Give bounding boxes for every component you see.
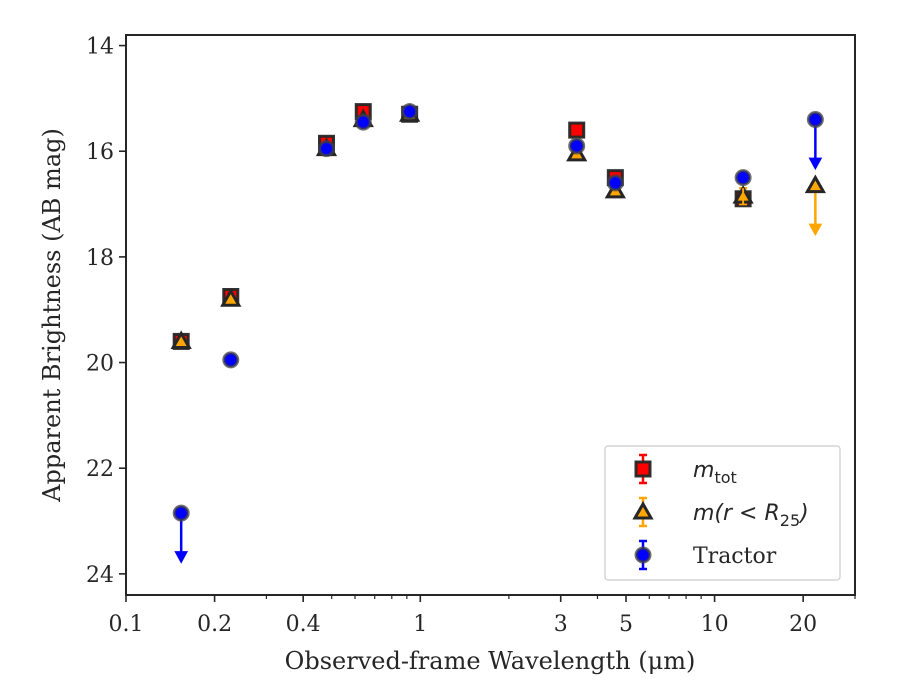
series-triangle — [170, 103, 826, 349]
series-square — [172, 103, 752, 350]
legend-entry: m(r < R25) — [632, 496, 809, 530]
y-tick-label: 22 — [86, 457, 114, 482]
x-tick-label: 1 — [413, 612, 427, 637]
legend-label-close: ) — [798, 501, 809, 526]
y-tick-label: 14 — [86, 35, 114, 60]
plot-frame — [125, 34, 856, 596]
y-tick-label: 24 — [86, 563, 114, 588]
data-point-triangle — [804, 174, 826, 194]
y-tick-label: 18 — [86, 246, 114, 271]
data-point-circle — [172, 504, 190, 522]
x-tick-label: 0.1 — [109, 612, 144, 637]
legend-label: Tractor — [693, 544, 777, 569]
legend-marker-square — [634, 460, 652, 478]
legend-label: m(r < R25) — [693, 501, 809, 530]
y-tick-label: 16 — [86, 140, 114, 165]
series-circle — [172, 103, 824, 564]
legend-label: mtot — [693, 458, 737, 487]
legend-marker-circle — [634, 546, 652, 564]
upper-limit-arrowhead — [808, 157, 823, 171]
legend-label-subscript: 25 — [780, 511, 800, 530]
x-axis: 0.1 0.2 0.4 1 3 5 10 20 — [109, 595, 856, 637]
legend-label-math: m — [693, 458, 714, 483]
y-axis-title: Apparent Brightness (AB mag) — [38, 128, 66, 503]
x-tick-label: 0.2 — [197, 612, 232, 637]
x-axis-title: Observed-frame Wavelength (μm) — [285, 647, 696, 675]
legend-label-subscript: tot — [714, 468, 736, 487]
legend-box — [604, 445, 841, 581]
upper-limit-arrowhead — [808, 223, 823, 237]
x-tick-label: 5 — [619, 612, 633, 637]
y-axis: 14 16 18 20 22 24 — [86, 35, 126, 588]
x-tick-label: 0.4 — [286, 612, 321, 637]
legend: mtot m(r < R25) Tractor — [604, 445, 841, 581]
upper-limit-arrowhead — [174, 551, 189, 564]
y-tick-label: 20 — [86, 352, 114, 377]
legend-entry: mtot — [634, 453, 737, 487]
data-point-circle — [806, 111, 824, 129]
plot-area — [170, 103, 826, 564]
x-tick-label: 20 — [789, 612, 817, 637]
x-tick-label: 3 — [554, 612, 568, 637]
legend-label-math: m(r < R — [693, 501, 780, 526]
legend-marker-triangle — [632, 500, 654, 520]
legend-entry: Tractor — [634, 539, 777, 571]
x-tick-label: 10 — [701, 612, 729, 637]
